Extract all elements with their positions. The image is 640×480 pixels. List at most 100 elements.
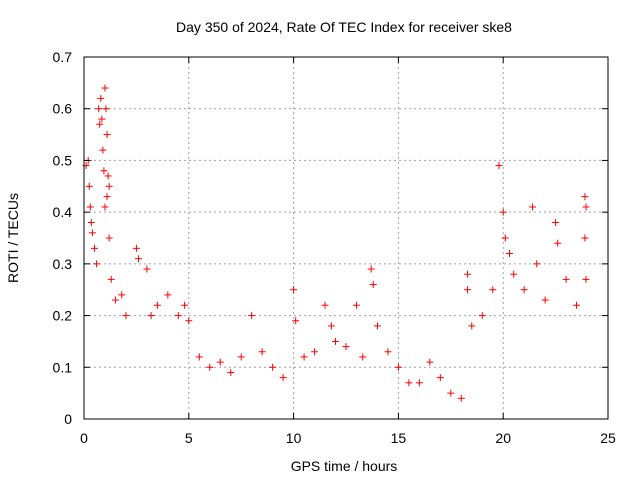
x-tick-label: 0 [80, 430, 88, 446]
y-tick-label: 0.6 [53, 101, 73, 117]
data-point [369, 281, 377, 289]
data-point [478, 312, 486, 320]
y-tick-label: 0.4 [53, 204, 73, 220]
data-point [86, 203, 94, 211]
data-point [132, 244, 140, 252]
data-point [93, 260, 101, 268]
data-points [82, 84, 590, 402]
data-point [342, 343, 350, 351]
data-point [464, 286, 472, 294]
data-point [501, 234, 509, 242]
data-point [87, 218, 95, 226]
data-point [552, 218, 560, 226]
data-point [510, 270, 518, 278]
data-point [489, 286, 497, 294]
data-point [111, 296, 119, 304]
data-point [100, 167, 108, 175]
y-tick-label: 0.2 [53, 308, 73, 324]
data-point [279, 374, 287, 382]
data-point [99, 146, 107, 154]
data-point [95, 105, 103, 113]
data-point [269, 363, 277, 371]
data-point [101, 84, 109, 92]
data-point [581, 193, 589, 201]
data-point [290, 286, 298, 294]
x-tick-label: 10 [286, 430, 302, 446]
data-point [153, 301, 161, 309]
chart-title: Day 350 of 2024, Rate Of TEC Index for r… [176, 19, 512, 35]
data-point [321, 301, 329, 309]
data-point [103, 193, 111, 201]
data-point [582, 203, 590, 211]
data-point [101, 203, 109, 211]
data-point [499, 208, 507, 216]
data-point [103, 131, 111, 139]
data-point [237, 353, 245, 361]
data-point [541, 296, 549, 304]
data-point [90, 244, 98, 252]
data-point [292, 317, 300, 325]
data-point [394, 363, 402, 371]
data-point [505, 250, 513, 258]
data-point [105, 182, 113, 190]
data-point [468, 322, 476, 330]
data-point [143, 265, 151, 273]
data-point [327, 322, 335, 330]
data-point [495, 162, 503, 170]
data-point [373, 322, 381, 330]
data-point [164, 291, 172, 299]
data-point [216, 358, 224, 366]
y-tick-label: 0.1 [53, 359, 73, 375]
data-point [102, 105, 110, 113]
x-tick-label: 15 [391, 430, 407, 446]
data-point [105, 234, 113, 242]
data-point [533, 260, 541, 268]
data-point [520, 286, 528, 294]
y-tick-label: 0.5 [53, 152, 73, 168]
data-point [447, 389, 455, 397]
data-point [464, 270, 472, 278]
data-point [367, 265, 375, 273]
x-axis-label: GPS time / hours [291, 458, 398, 474]
data-point [88, 229, 96, 237]
y-tick-label: 0 [64, 411, 72, 427]
data-point [562, 275, 570, 283]
data-point [554, 239, 562, 247]
data-point [300, 353, 308, 361]
data-point [118, 291, 126, 299]
data-point [436, 374, 444, 382]
data-point [248, 312, 256, 320]
data-point [573, 301, 581, 309]
data-point [185, 317, 193, 325]
y-axis-label: ROTI / TECUs [5, 193, 21, 283]
data-point [352, 301, 360, 309]
data-point [384, 348, 392, 356]
x-tick-label: 20 [495, 430, 511, 446]
data-point [332, 337, 340, 345]
data-point [122, 312, 130, 320]
data-point [529, 203, 537, 211]
data-point [227, 368, 235, 376]
data-point [195, 353, 203, 361]
data-point [181, 301, 189, 309]
data-point [582, 275, 590, 283]
data-point [97, 94, 105, 102]
data-point [134, 255, 142, 263]
grid-lines [84, 57, 608, 419]
data-point [85, 182, 93, 190]
data-point [311, 348, 319, 356]
data-point [258, 348, 266, 356]
data-point [107, 275, 115, 283]
data-point [206, 363, 214, 371]
data-point [98, 115, 106, 123]
x-tick-label: 25 [600, 430, 616, 446]
data-point [457, 394, 465, 402]
data-point [359, 353, 367, 361]
data-point [147, 312, 155, 320]
x-tick-label: 5 [185, 430, 193, 446]
data-point [405, 379, 413, 387]
data-point [426, 358, 434, 366]
data-point [96, 120, 104, 128]
